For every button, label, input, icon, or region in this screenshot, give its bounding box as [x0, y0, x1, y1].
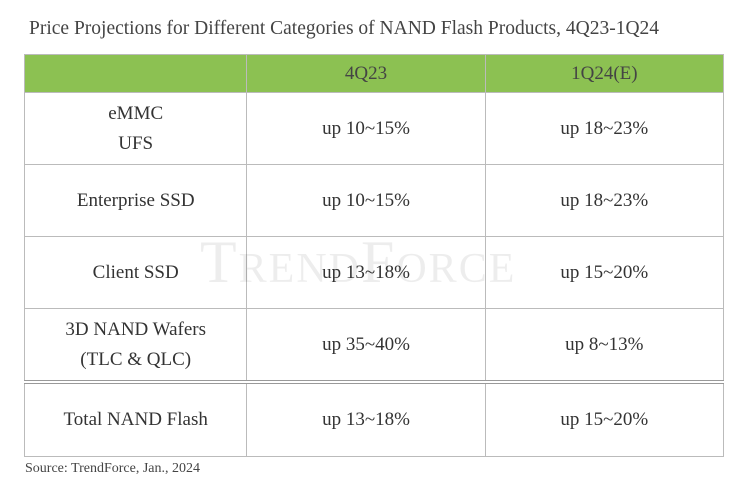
category-cell: Enterprise SSD [23, 164, 248, 237]
value-cell: up 15~20% [484, 236, 725, 309]
table-body: eMMC UFS up 10~15% up 18~23% Enterprise SSD… [23, 92, 725, 457]
value-cell: up 13~18% [246, 236, 486, 309]
table-row: Enterprise SSD up 10~15% up 18~23% [23, 164, 725, 237]
value-cell: up 13~18% [246, 380, 486, 457]
header-cell: 1Q24(E) [484, 54, 725, 93]
category-cell: 3D NAND Wafers (TLC & QLC) [23, 308, 248, 383]
title: Price Projections for Different Categori… [29, 18, 660, 39]
header-cell [23, 54, 248, 93]
value-cell: up 15~20% [484, 380, 725, 457]
category-cell: Total NAND Flash [23, 380, 248, 457]
value-cell: up 18~23% [484, 92, 725, 165]
value-cell: up 18~23% [484, 164, 725, 237]
category-cell: Client SSD [23, 236, 248, 309]
table-row: eMMC UFS up 10~15% up 18~23% [23, 92, 725, 165]
value-cell: up 10~15% [246, 164, 486, 237]
table-row: Total NAND Flash up 13~18% up 15~20% [23, 380, 725, 457]
value-cell: up 35~40% [246, 308, 486, 383]
header-row: 4Q23 1Q24(E) [23, 54, 725, 93]
value-cell: up 8~13% [484, 308, 725, 383]
table-row: 3D NAND Wafers (TLC & QLC) up 35~40% up 8~… [23, 308, 725, 383]
table-row: Client SSD up 13~18% up 15~20% [23, 236, 725, 309]
price-table: 4Q23 1Q24(E) eMMC UFS up 10~15% up 18~23% E… [23, 54, 725, 457]
header-cell: 4Q23 [246, 54, 486, 93]
category-cell: eMMC UFS [23, 92, 248, 165]
value-cell: up 10~15% [246, 92, 486, 165]
source: Source: TrendForce, Jan., 2024 [25, 461, 200, 476]
